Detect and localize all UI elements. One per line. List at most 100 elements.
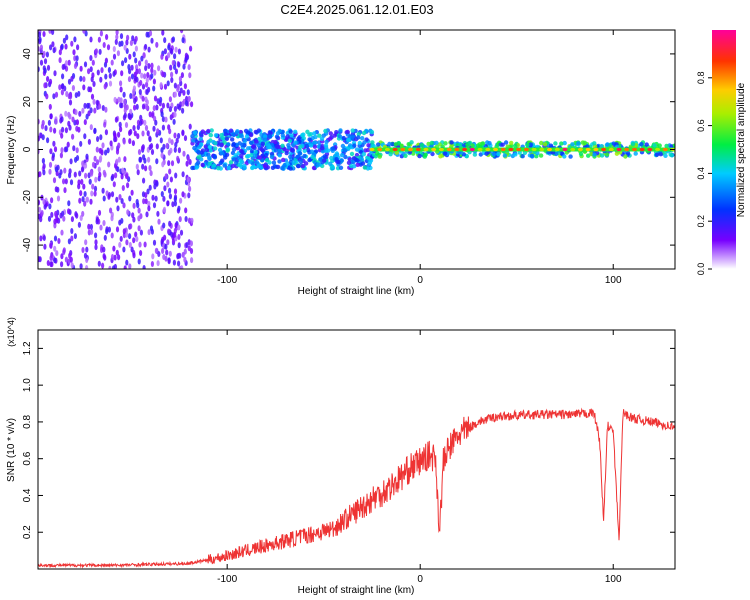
spectrogram-cell (151, 253, 155, 260)
spectrogram-cell (159, 137, 163, 144)
spectrogram-cell (53, 70, 57, 77)
spectrogram-cell (360, 136, 365, 141)
spectrogram-cell (503, 140, 509, 145)
spectrogram-cell (139, 229, 143, 236)
spectrogram-cell (42, 198, 46, 205)
y-tick-label: -20 (22, 190, 33, 205)
spectrogram-cell (213, 133, 219, 138)
spectrogram-cell (129, 40, 133, 46)
spectrogram-cell (475, 143, 481, 148)
spectrogram-cell (185, 242, 189, 248)
spectrogram-cell (118, 121, 122, 128)
spectrogram-cell (121, 167, 125, 174)
spectrogram-cell (91, 161, 96, 168)
spectrogram-cell (342, 148, 347, 153)
spectrogram-cell (307, 137, 312, 142)
spectrogram-cell (157, 65, 161, 72)
spectrogram-cell (136, 133, 140, 140)
spectrogram-cell (442, 151, 448, 156)
spectrogram-cell (152, 202, 157, 209)
spectrogram-cell (127, 76, 132, 83)
spectrogram-cell (62, 249, 66, 255)
spectrogram-cell (122, 228, 126, 235)
spectrogram-peak-cell (485, 147, 491, 152)
spectrogram-cell (129, 108, 133, 115)
spectrogram-cell (106, 44, 111, 51)
snr-x-ticks: -100 0 100 (217, 330, 622, 585)
spectrogram-cell (377, 154, 382, 159)
spectrogram-cell (144, 43, 148, 50)
spectrogram-cell (167, 44, 171, 51)
spectrogram-cell (171, 201, 175, 208)
spectrogram-cell (190, 257, 194, 264)
spectrogram-cell (599, 144, 604, 149)
spectrogram-cell (293, 140, 298, 145)
spectrogram-cell (53, 245, 57, 252)
spectrogram-cell (142, 198, 146, 205)
spectrogram-cell (54, 166, 59, 173)
colorbar-tick-label: 0.6 (696, 119, 706, 132)
spectrogram-cell (639, 142, 644, 147)
spectrogram-cell (181, 37, 185, 44)
spectrogram-cell (67, 238, 71, 245)
spectrogram-cell (145, 211, 149, 218)
spectrogram-cell (156, 128, 160, 135)
spectrogram-cell (55, 250, 59, 257)
spectrogram-cell (312, 140, 317, 145)
spectrogram-cell (231, 163, 236, 168)
spectrogram-cell (168, 96, 172, 103)
spectrogram-cell (148, 30, 153, 37)
spectrogram-cell (105, 228, 109, 235)
colorbar-gradient (712, 30, 736, 269)
spectrogram-cell (107, 226, 111, 233)
spectrogram-cell (370, 143, 375, 148)
spectrogram-cell (138, 241, 142, 248)
spectrogram-cell (277, 159, 282, 164)
spectrogram-cell (121, 60, 125, 67)
spectrogram-cell (183, 83, 187, 90)
spectrogram-cell (194, 165, 199, 170)
spectrogram-cell (657, 143, 662, 148)
spectrogram-cell (147, 200, 151, 207)
spectrogram-cell (180, 30, 184, 34)
spectrogram-cell (513, 143, 518, 148)
spectrogram-cell (39, 216, 43, 223)
spectrogram-cell (68, 168, 72, 175)
spectrogram-cell (80, 178, 84, 185)
spectrogram-cell (542, 142, 548, 147)
spectrogram-cell (77, 221, 81, 228)
spectrogram-cell (350, 128, 355, 133)
spectrogram-cell (164, 243, 168, 250)
spectrogram-cell (177, 234, 181, 240)
spectrogram-cell (111, 173, 115, 180)
spectrogram-cell (140, 55, 144, 62)
spectrogram-cell (160, 238, 164, 245)
spectrogram-cell (54, 118, 58, 125)
spectrogram-cell (254, 160, 260, 165)
spectrogram-cell (75, 155, 80, 161)
spectrogram-cell (310, 154, 315, 160)
spectrogram-cell (548, 143, 554, 148)
spectrogram-cell (166, 102, 170, 109)
spectrogram-cell (115, 249, 119, 256)
spectrogram-cell (72, 145, 76, 152)
spectrogram-cell (146, 72, 150, 78)
spectrogram-cell (190, 134, 195, 139)
spectrogram-cell (115, 148, 120, 155)
spectrogram-cell (79, 65, 83, 72)
spectrogram-cell (290, 148, 295, 153)
spectrogram-cell (130, 64, 134, 71)
spectrogram-cell (152, 78, 156, 85)
spectrogram-cell (173, 188, 178, 195)
spectrogram-cell (200, 162, 205, 168)
spectrogram-peak-cell (408, 147, 413, 152)
spectrogram-cell (328, 161, 333, 166)
spectrogram-cell (68, 252, 72, 259)
spectrogram-cell (282, 146, 287, 152)
spectrogram-cell (323, 128, 328, 134)
spectrogram-cell (81, 247, 85, 253)
spectrogram-cell (223, 132, 229, 137)
spectrogram-cell (260, 141, 265, 146)
spectrogram-cell (138, 156, 142, 163)
spectrogram-cell (101, 105, 105, 111)
